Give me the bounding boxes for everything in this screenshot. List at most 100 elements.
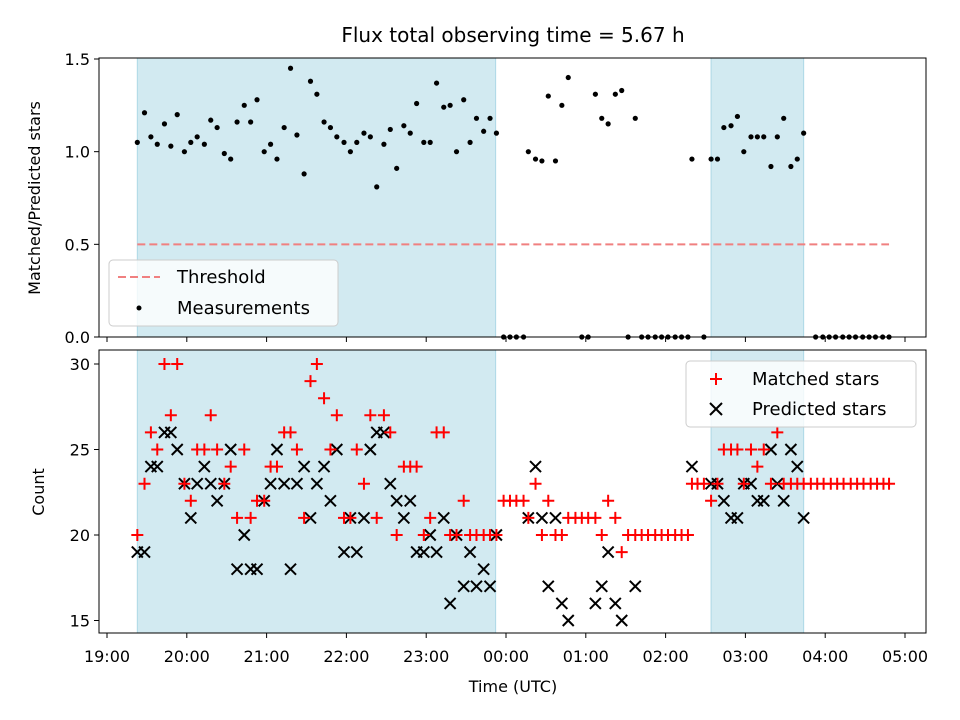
measurement-point [781, 115, 787, 121]
measurement-point [367, 134, 373, 140]
measurement-point [134, 139, 140, 145]
matched-star-point [410, 460, 423, 473]
measurement-point [394, 165, 400, 171]
measurement-point [794, 156, 800, 162]
matched-star-point [238, 443, 251, 456]
measurement-point [461, 97, 467, 103]
predicted-star-point [264, 477, 277, 490]
predicted-star-point [764, 443, 778, 456]
matched-star-point [711, 477, 724, 490]
measurement-point [354, 139, 360, 145]
y-tick-label: 1.5 [65, 50, 90, 69]
y-tick-label: 1.0 [65, 143, 90, 162]
measurement-point [208, 117, 214, 123]
predicted-star-point [595, 580, 608, 593]
predicted-star-point [477, 562, 490, 576]
matched-star-point [298, 511, 311, 524]
predicted-star-point [423, 528, 437, 542]
matched-star-point [357, 477, 370, 490]
x-axis-label: Time (UTC) [468, 677, 557, 696]
matched-star-point [218, 477, 231, 490]
predicted-star-point [357, 511, 371, 525]
predicted-star-point [791, 460, 804, 473]
predicted-star-point [417, 545, 431, 559]
matched-star-point [370, 511, 383, 524]
matched-star-point [178, 477, 191, 490]
bottom-plot-frame [98, 349, 927, 634]
measurement-point [307, 78, 314, 84]
predicted-star-point [784, 443, 798, 456]
measurement-point [532, 156, 539, 162]
measurement-point [347, 149, 353, 155]
measurement-point [728, 123, 734, 129]
predicted-star-point [337, 545, 351, 559]
matched-stars-legend-swatch [710, 373, 722, 385]
matched-star-point [224, 460, 237, 473]
measurement-point [381, 141, 387, 147]
measurement-point [427, 139, 433, 145]
measurement-point [294, 132, 300, 138]
x-tick-label: 01:00 [563, 647, 609, 666]
predicted-star-point [364, 443, 377, 456]
matched-star-point [270, 460, 283, 473]
measurement-point [201, 141, 207, 147]
y-tick-label: 0.5 [65, 235, 90, 254]
measurement-point [632, 115, 638, 121]
predicted-star-point [230, 562, 244, 576]
measurement-point [301, 171, 307, 177]
predicted-star-point [562, 614, 575, 627]
measurement-point [768, 163, 774, 170]
matched-star-point [771, 426, 784, 439]
matched-star-point [883, 477, 896, 490]
predicted-star-point [757, 494, 770, 508]
matched-star-point [290, 443, 303, 456]
matched-star-point [184, 494, 197, 507]
matched-star-point [131, 529, 144, 541]
x-tick-label: 04:00 [802, 647, 848, 666]
matched-star-point [764, 477, 777, 490]
matched-star-point [542, 494, 555, 507]
matched-star-point [284, 426, 297, 439]
measurement-point [612, 91, 618, 97]
predicted-star-point [629, 580, 642, 593]
measurement-point [605, 121, 611, 127]
measurement-point [241, 102, 247, 108]
predicted-star-point [171, 443, 184, 456]
x-tick-label: 22:00 [323, 647, 369, 666]
predicted-stars-legend-label: Predicted stars [752, 399, 886, 420]
predicted-star-point [238, 528, 251, 542]
measurement-point [174, 112, 180, 118]
measurement-point [281, 124, 287, 131]
predicted-star-point [457, 580, 470, 593]
measurement-point [559, 102, 565, 108]
measurement-point [361, 130, 367, 136]
measurement-point [493, 130, 500, 136]
measurement-points [134, 65, 892, 340]
measurement-point [214, 124, 220, 131]
bottom-legend-box [685, 360, 917, 428]
matched-star-point [211, 443, 224, 456]
predicted-star-point [463, 545, 477, 559]
matched-star-point [204, 409, 217, 422]
y-tick-label: 30 [70, 355, 90, 374]
measurement-point [708, 156, 714, 162]
matched-star-point [609, 511, 622, 524]
measurement-point [453, 149, 460, 155]
measurement-point [689, 156, 695, 162]
matched-star-point [330, 409, 343, 422]
measurement-point [314, 91, 320, 97]
top-x-ticks [106, 337, 906, 342]
predicted-star-point [350, 545, 363, 559]
predicted-star-point [555, 597, 569, 610]
predicted-star-point [744, 477, 758, 490]
matched-star-point [258, 494, 271, 507]
bottom-x-ticks: 19:00 20:00 21:00 22:00 23:00 00:00 01:00 02:00… [84, 633, 928, 666]
matched-star-point [144, 426, 157, 439]
predicted-star-point [204, 477, 217, 490]
top-panel: 0.0 0.5 1.0 1.5 Matched/Predicted stars Thr… [25, 50, 927, 347]
measurement-point [433, 80, 440, 86]
measurement-point [525, 149, 531, 155]
measurement-point [619, 87, 625, 94]
measurement-point [327, 124, 334, 131]
matched-star-point [602, 494, 615, 507]
